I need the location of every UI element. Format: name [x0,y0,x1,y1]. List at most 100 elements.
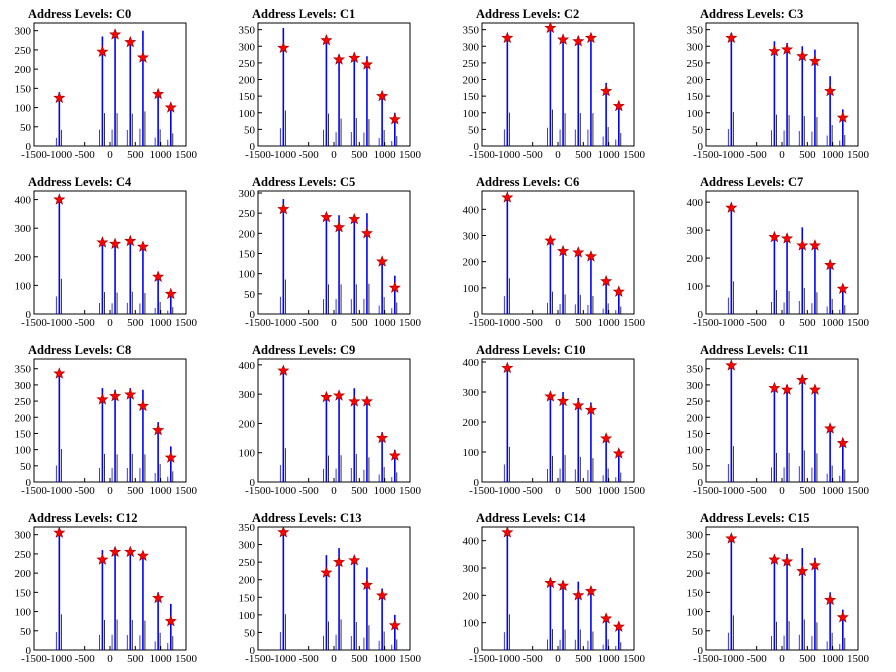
y-tick-label: 100 [687,108,704,120]
chart-panel: Address Levels: C13 0 50 100 150 200 250 300 350… [239,511,422,665]
chart-title: Address Levels: C14 [476,511,586,525]
peak-star-marker [333,220,346,233]
y-tick-label: 300 [463,563,480,575]
y-tick-label: 0 [474,141,480,153]
chart-panel: Address Levels: C7 0 100 200 300 400 -1500 -100… [687,175,870,329]
y-tick-label: 0 [474,477,480,489]
y-tick-label: 100 [239,448,256,460]
y-tick-label: 400 [463,204,480,216]
peak-star-marker [360,578,373,591]
x-tick-label: 0 [107,149,113,161]
peak-star-marker [768,381,781,394]
peak-star-marker [348,554,361,566]
chart-title: Address Levels: C13 [252,511,362,525]
peak-star-marker [501,31,514,44]
x-tick-label: -1000 [494,317,520,329]
y-tick-label: 300 [463,41,480,53]
x-tick-label: -1000 [718,317,744,329]
x-tick-label: 1000 [150,149,173,161]
peak-star-marker [544,21,557,34]
y-tick-label: 200 [239,418,256,430]
y-tick-label: 250 [463,58,480,70]
chart-panel: Address Levels: C11 0 50 100 150 200 250 300 350… [687,343,870,497]
peak-star-marker [388,113,401,125]
x-tick-label: -1000 [46,317,72,329]
y-tick-label: 350 [687,364,704,376]
y-tick-label: 350 [239,25,256,37]
x-tick-label: 1000 [598,485,621,497]
peak-star-marker [333,53,346,65]
y-tick-label: 300 [239,188,256,200]
peak-star-marker [96,45,109,57]
x-tick-label: 1000 [822,317,845,329]
peak-star-marker [612,285,625,297]
y-tick-label: 300 [687,380,704,392]
y-tick-label: 300 [687,41,704,53]
peak-star-marker [824,84,837,97]
peak-star-marker [152,423,165,436]
x-tick-label: 1000 [150,653,173,665]
peak-star-marker [96,553,109,565]
y-tick-label: 100 [15,103,32,115]
peak-star-marker [136,549,149,561]
plot-frame [257,526,411,651]
x-tick-label: 1500 [399,149,422,161]
peak-star-marker [388,281,401,293]
x-tick-label: -500 [75,485,96,497]
x-tick-label: -1000 [46,149,72,161]
y-tick-label: 0 [26,141,32,153]
peak-star-marker [136,399,149,412]
x-tick-label: -500 [747,653,768,665]
y-tick-label: 200 [463,417,480,429]
x-tick-label: 0 [331,653,337,665]
y-tick-label: 300 [15,26,32,38]
x-tick-label: -1500 [245,149,271,161]
y-tick-label: 300 [15,380,32,392]
peak-star-marker [124,234,137,247]
peak-star-marker [544,234,557,246]
x-tick-label: -1000 [270,149,296,161]
peak-star-marker [152,87,165,100]
x-tick-label: -500 [523,653,544,665]
peak-star-marker [164,451,177,463]
peak-star-marker [836,436,849,449]
x-tick-label: 0 [555,653,561,665]
x-tick-label: -500 [747,149,768,161]
y-tick-label: 200 [239,75,256,87]
y-tick-label: 300 [239,41,256,53]
y-tick-label: 350 [239,522,256,534]
peak-star-marker [277,364,290,376]
x-tick-label: 1000 [598,149,621,161]
chart-title: Address Levels: C12 [28,511,138,525]
peak-star-marker [320,566,333,578]
x-tick-label: 500 [351,485,368,497]
peak-star-marker [600,432,613,444]
peak-star-marker [320,210,333,223]
chart-panel: Address Levels: C0 0 50 100 150 200 250 300 -150… [15,7,198,161]
x-tick-label: 1000 [374,317,397,329]
y-tick-label: 250 [15,549,32,561]
x-tick-label: 0 [555,149,561,161]
y-tick-label: 100 [239,269,256,281]
peak-star-marker [360,395,373,407]
x-tick-label: 500 [127,653,144,665]
peak-star-marker [109,28,122,40]
y-tick-label: 200 [687,412,704,424]
plot-frame [33,190,187,315]
x-tick-label: -1500 [469,485,495,497]
peak-star-marker [781,383,794,395]
chart-title: Address Levels: C2 [476,7,579,21]
plot-frame [257,22,411,147]
x-tick-label: 0 [779,149,785,161]
peak-star-marker [572,34,585,47]
peak-star-marker [584,31,597,44]
peak-star-marker [152,591,165,604]
x-tick-label: 500 [575,653,592,665]
y-tick-label: 50 [692,124,704,136]
x-tick-label: 1500 [623,485,646,497]
x-tick-label: -1000 [270,485,296,497]
y-tick-label: 150 [15,587,32,599]
peak-star-marker [808,54,821,67]
peak-star-marker [584,250,597,262]
x-tick-label: 500 [799,149,816,161]
